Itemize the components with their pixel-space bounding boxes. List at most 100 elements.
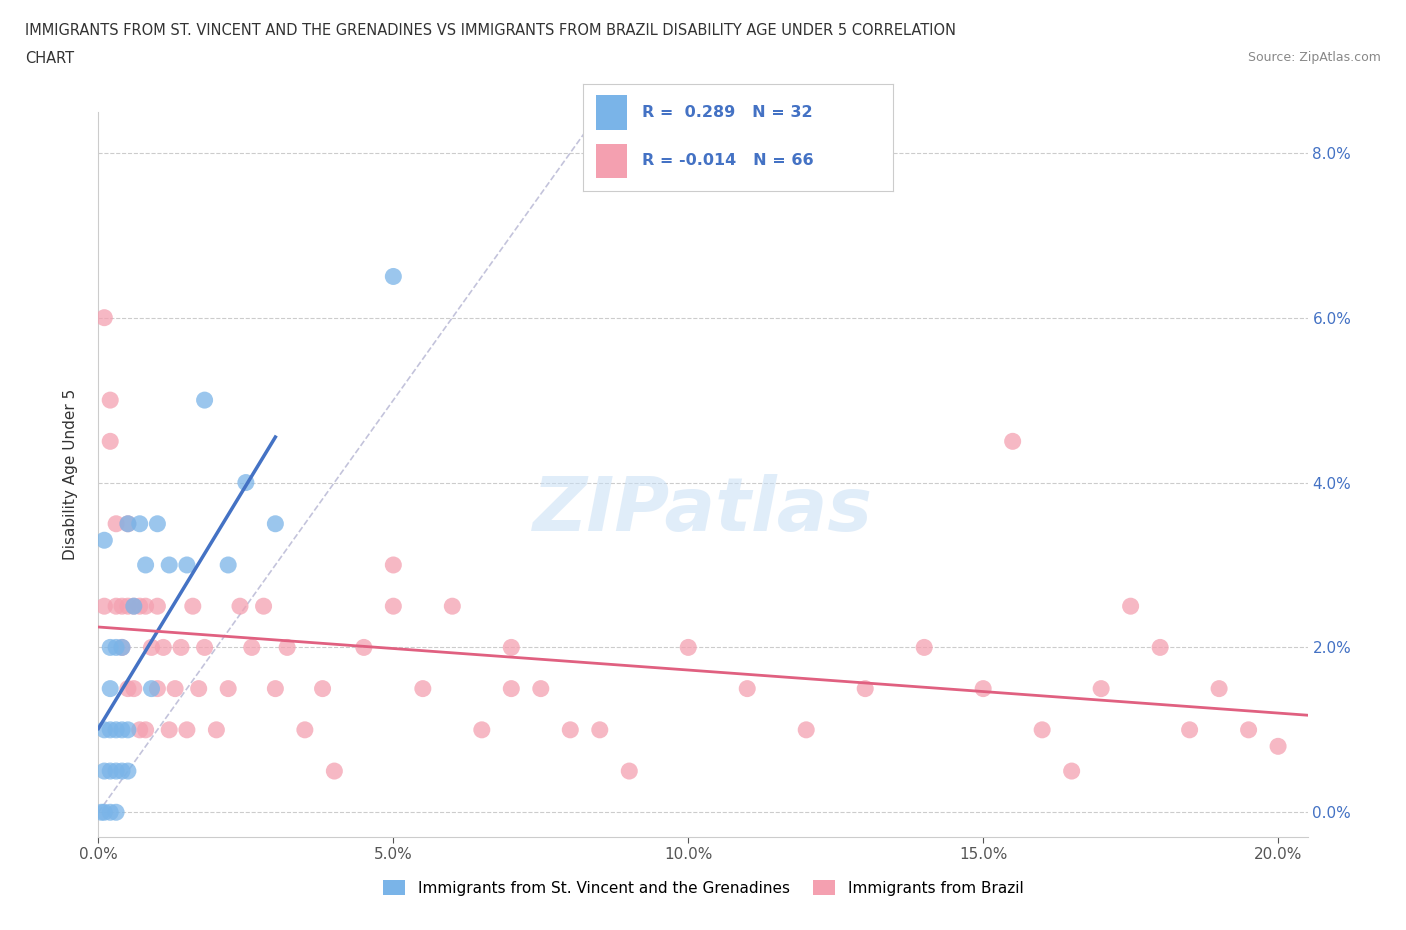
Point (311, 681, 333, 696)
Point (98, 804, 121, 819)
Point (128, 516, 150, 531)
Point (98, 434, 121, 449)
Point (589, 723, 612, 737)
Point (187, 681, 209, 696)
Point (111, 764, 134, 778)
Point (98, 392, 121, 407)
Point (146, 599, 169, 614)
Point (105, 599, 128, 614)
Point (111, 640, 134, 655)
Text: Source: ZipAtlas.com: Source: ZipAtlas.com (1247, 51, 1381, 64)
Point (93, 533, 115, 548)
Point (105, 723, 128, 737)
Point (323, 764, 346, 778)
Point (90, 804, 112, 819)
Point (217, 558, 239, 573)
Point (135, 723, 157, 737)
Point (353, 640, 375, 655)
Point (93, 599, 115, 614)
Point (117, 764, 139, 778)
Point (1060, 764, 1083, 778)
Point (117, 723, 139, 737)
Point (1267, 738, 1289, 753)
Point (1001, 434, 1024, 449)
Text: ZIPatlas: ZIPatlas (533, 474, 873, 547)
Point (141, 681, 163, 696)
Point (181, 599, 204, 614)
Point (93, 723, 115, 737)
Point (98, 640, 121, 655)
Point (412, 681, 434, 696)
Point (170, 640, 193, 655)
Point (264, 516, 287, 531)
Point (146, 681, 169, 696)
Point (141, 640, 163, 655)
Point (1208, 681, 1230, 696)
Text: CHART: CHART (25, 51, 75, 66)
Text: IMMIGRANTS FROM ST. VINCENT AND THE GRENADINES VS IMMIGRANTS FROM BRAZIL DISABIL: IMMIGRANTS FROM ST. VINCENT AND THE GREN… (25, 23, 956, 38)
Point (122, 681, 145, 696)
Point (235, 475, 257, 490)
Point (93, 764, 115, 778)
Point (194, 392, 217, 407)
Point (619, 764, 641, 778)
Point (1149, 640, 1171, 655)
Point (972, 681, 994, 696)
Point (105, 516, 128, 531)
Point (205, 723, 228, 737)
Point (117, 516, 139, 531)
Point (146, 516, 169, 531)
Point (98, 723, 121, 737)
Bar (596, 143, 627, 178)
Point (735, 681, 758, 696)
Point (530, 681, 553, 696)
Point (176, 723, 198, 737)
Point (135, 599, 157, 614)
Point (794, 723, 817, 737)
Point (135, 558, 157, 573)
Point (471, 723, 494, 737)
Point (229, 599, 252, 614)
Point (264, 681, 287, 696)
Point (122, 599, 145, 614)
Point (98, 681, 121, 696)
Point (853, 681, 876, 696)
Point (152, 640, 174, 655)
Legend: Immigrants from St. Vincent and the Grenadines, Immigrants from Brazil: Immigrants from St. Vincent and the Gren… (377, 873, 1029, 902)
Point (194, 640, 217, 655)
Point (1031, 723, 1053, 737)
Point (382, 269, 405, 284)
Point (1119, 599, 1142, 614)
Point (294, 723, 316, 737)
Point (117, 681, 139, 696)
Point (105, 804, 128, 819)
Point (128, 723, 150, 737)
Point (111, 599, 134, 614)
Point (252, 599, 274, 614)
Bar (596, 96, 627, 129)
Point (382, 599, 405, 614)
Point (501, 640, 523, 655)
Point (93, 311, 115, 325)
Point (111, 640, 134, 655)
Text: R = -0.014   N = 66: R = -0.014 N = 66 (643, 153, 814, 168)
Point (1237, 723, 1260, 737)
Point (111, 723, 134, 737)
Point (105, 640, 128, 655)
Point (98, 764, 121, 778)
Text: R =  0.289   N = 32: R = 0.289 N = 32 (643, 105, 813, 120)
Point (560, 723, 582, 737)
Point (105, 764, 128, 778)
Point (441, 599, 464, 614)
Point (176, 558, 198, 573)
Point (501, 681, 523, 696)
Point (117, 599, 139, 614)
Point (165, 681, 187, 696)
Point (117, 516, 139, 531)
Point (1090, 681, 1112, 696)
Point (157, 558, 180, 573)
Point (240, 640, 263, 655)
Y-axis label: Disability Age Under 5: Disability Age Under 5 (63, 389, 77, 560)
Point (157, 723, 180, 737)
Point (382, 558, 405, 573)
